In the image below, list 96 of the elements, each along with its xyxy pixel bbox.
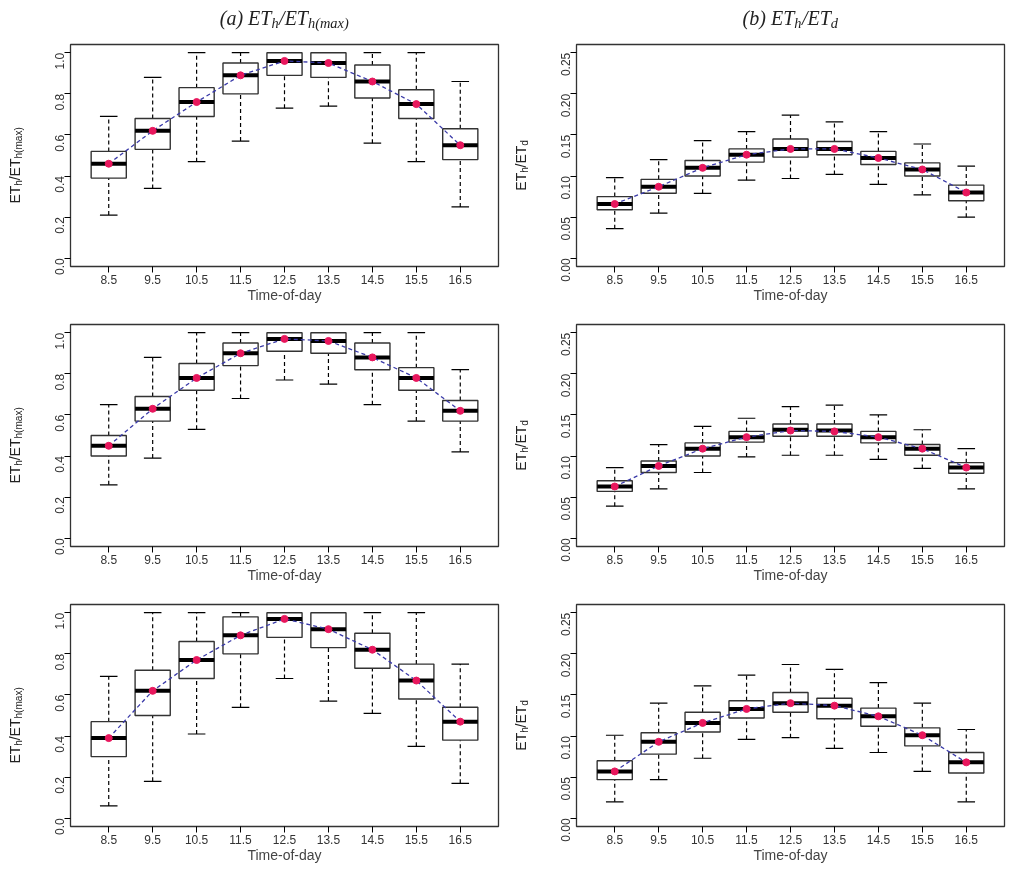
x-tick-label: 15.5 xyxy=(910,272,935,287)
y-tick-label: 0.20 xyxy=(559,653,573,678)
x-axis-title: Time-of-day xyxy=(247,566,322,583)
x-tick-label: 12.5 xyxy=(778,272,803,287)
x-tick-label: 15.5 xyxy=(404,552,429,567)
y-tick-label: 0.8 xyxy=(53,653,67,671)
x-tick-label: 10.5 xyxy=(184,832,209,847)
x-axis-title: Time-of-day xyxy=(247,846,322,863)
x-tick-label: 8.5 xyxy=(100,272,118,287)
x-tick-label: 13.5 xyxy=(822,272,847,287)
x-tick-label: 10.5 xyxy=(184,552,209,567)
x-tick-label: 15.5 xyxy=(910,832,935,847)
x-tick-label: 15.5 xyxy=(404,832,429,847)
y-tick-label: 0.8 xyxy=(53,93,67,111)
x-tick-label: 15.5 xyxy=(910,552,935,567)
x-tick-label: 13.5 xyxy=(316,552,341,567)
x-axis-title: Time-of-day xyxy=(753,286,828,303)
y-tick-label: 0.6 xyxy=(53,694,67,712)
y-tick-label: 0.10 xyxy=(559,175,573,200)
x-tick-label: 14.5 xyxy=(360,272,385,287)
x-tick-label: 13.5 xyxy=(822,552,847,567)
x-tick-label: 14.5 xyxy=(866,272,891,287)
x-tick-label: 11.5 xyxy=(735,272,759,287)
x-tick-label: 12.5 xyxy=(272,272,297,287)
x-tick-label: 13.5 xyxy=(316,272,341,287)
x-tick-label: 9.5 xyxy=(650,272,668,287)
x-tick-label: 14.5 xyxy=(866,552,891,567)
x-tick-label: 8.5 xyxy=(100,552,118,567)
y-tick-label: 0.25 xyxy=(559,52,573,77)
y-tick-label: 0.00 xyxy=(559,257,573,282)
x-tick-label: 9.5 xyxy=(650,552,668,567)
y-tick-label: 0.10 xyxy=(559,735,573,760)
x-tick-label: 16.5 xyxy=(448,272,473,287)
y-tick-label: 0.6 xyxy=(53,134,67,152)
y-tick-label: 0.05 xyxy=(559,216,573,241)
x-tick-label: 14.5 xyxy=(866,832,891,847)
x-tick-label: 12.5 xyxy=(272,552,297,567)
x-tick-label: 9.5 xyxy=(650,832,668,847)
y-tick-label: 0.00 xyxy=(559,537,573,562)
x-tick-label: 13.5 xyxy=(822,832,847,847)
x-tick-label: 12.5 xyxy=(272,832,297,847)
x-tick-label: 13.5 xyxy=(316,832,341,847)
x-tick-label: 8.5 xyxy=(100,832,118,847)
x-tick-label: 9.5 xyxy=(144,552,162,567)
y-tick-label: 0.05 xyxy=(559,496,573,521)
x-tick-label: 16.5 xyxy=(954,552,979,567)
x-tick-label: 9.5 xyxy=(144,272,162,287)
y-tick-label: 0.15 xyxy=(559,694,573,719)
x-tick-label: 14.5 xyxy=(360,552,385,567)
x-tick-label: 16.5 xyxy=(448,552,473,567)
y-tick-label: 0.4 xyxy=(53,735,67,753)
x-tick-label: 12.5 xyxy=(778,832,803,847)
x-axis-title: Time-of-day xyxy=(753,566,828,583)
x-tick-label: 12.5 xyxy=(778,552,803,567)
y-tick-label: 0.2 xyxy=(53,216,67,234)
x-tick-label: 11.5 xyxy=(229,272,253,287)
x-tick-label: 8.5 xyxy=(606,552,624,567)
y-tick-label: 0.0 xyxy=(53,537,67,555)
y-tick-label: 0.0 xyxy=(53,257,67,275)
y-tick-label: 0.4 xyxy=(53,175,67,193)
y-tick-label: 0.8 xyxy=(53,373,67,391)
x-tick-label: 16.5 xyxy=(448,832,473,847)
y-tick-label: 1.0 xyxy=(53,332,67,350)
x-tick-label: 11.5 xyxy=(735,832,759,847)
x-tick-label: 8.5 xyxy=(606,832,624,847)
x-tick-label: 15.5 xyxy=(404,272,429,287)
y-tick-label: 0.00 xyxy=(559,817,573,842)
y-tick-label: 0.2 xyxy=(53,496,67,514)
x-tick-label: 11.5 xyxy=(735,552,759,567)
x-tick-label: 14.5 xyxy=(360,832,385,847)
y-tick-label: 0.10 xyxy=(559,455,573,480)
y-tick-label: 0.6 xyxy=(53,414,67,432)
y-tick-label: 1.0 xyxy=(53,612,67,630)
y-tick-label: 0.25 xyxy=(559,332,573,357)
y-tick-label: 0.4 xyxy=(53,455,67,473)
x-tick-label: 8.5 xyxy=(606,272,624,287)
x-tick-label: 9.5 xyxy=(144,832,162,847)
x-axis-title: Time-of-day xyxy=(753,846,828,863)
y-tick-label: 0.2 xyxy=(53,776,67,794)
y-tick-label: 0.15 xyxy=(559,414,573,439)
x-tick-label: 10.5 xyxy=(690,832,715,847)
x-tick-label: 10.5 xyxy=(690,552,715,567)
y-tick-label: 1.0 xyxy=(53,52,67,70)
y-tick-label: 0.0 xyxy=(53,817,67,835)
x-tick-label: 11.5 xyxy=(229,832,253,847)
x-tick-label: 16.5 xyxy=(954,272,979,287)
x-axis-title: Time-of-day xyxy=(247,286,322,303)
x-tick-label: 10.5 xyxy=(690,272,715,287)
y-tick-label: 0.05 xyxy=(559,776,573,801)
x-tick-label: 16.5 xyxy=(954,832,979,847)
y-tick-label: 0.25 xyxy=(559,612,573,637)
x-tick-label: 10.5 xyxy=(184,272,209,287)
y-tick-label: 0.20 xyxy=(559,93,573,118)
x-tick-label: 11.5 xyxy=(229,552,253,567)
y-tick-label: 0.20 xyxy=(559,373,573,398)
y-tick-label: 0.15 xyxy=(559,134,573,159)
